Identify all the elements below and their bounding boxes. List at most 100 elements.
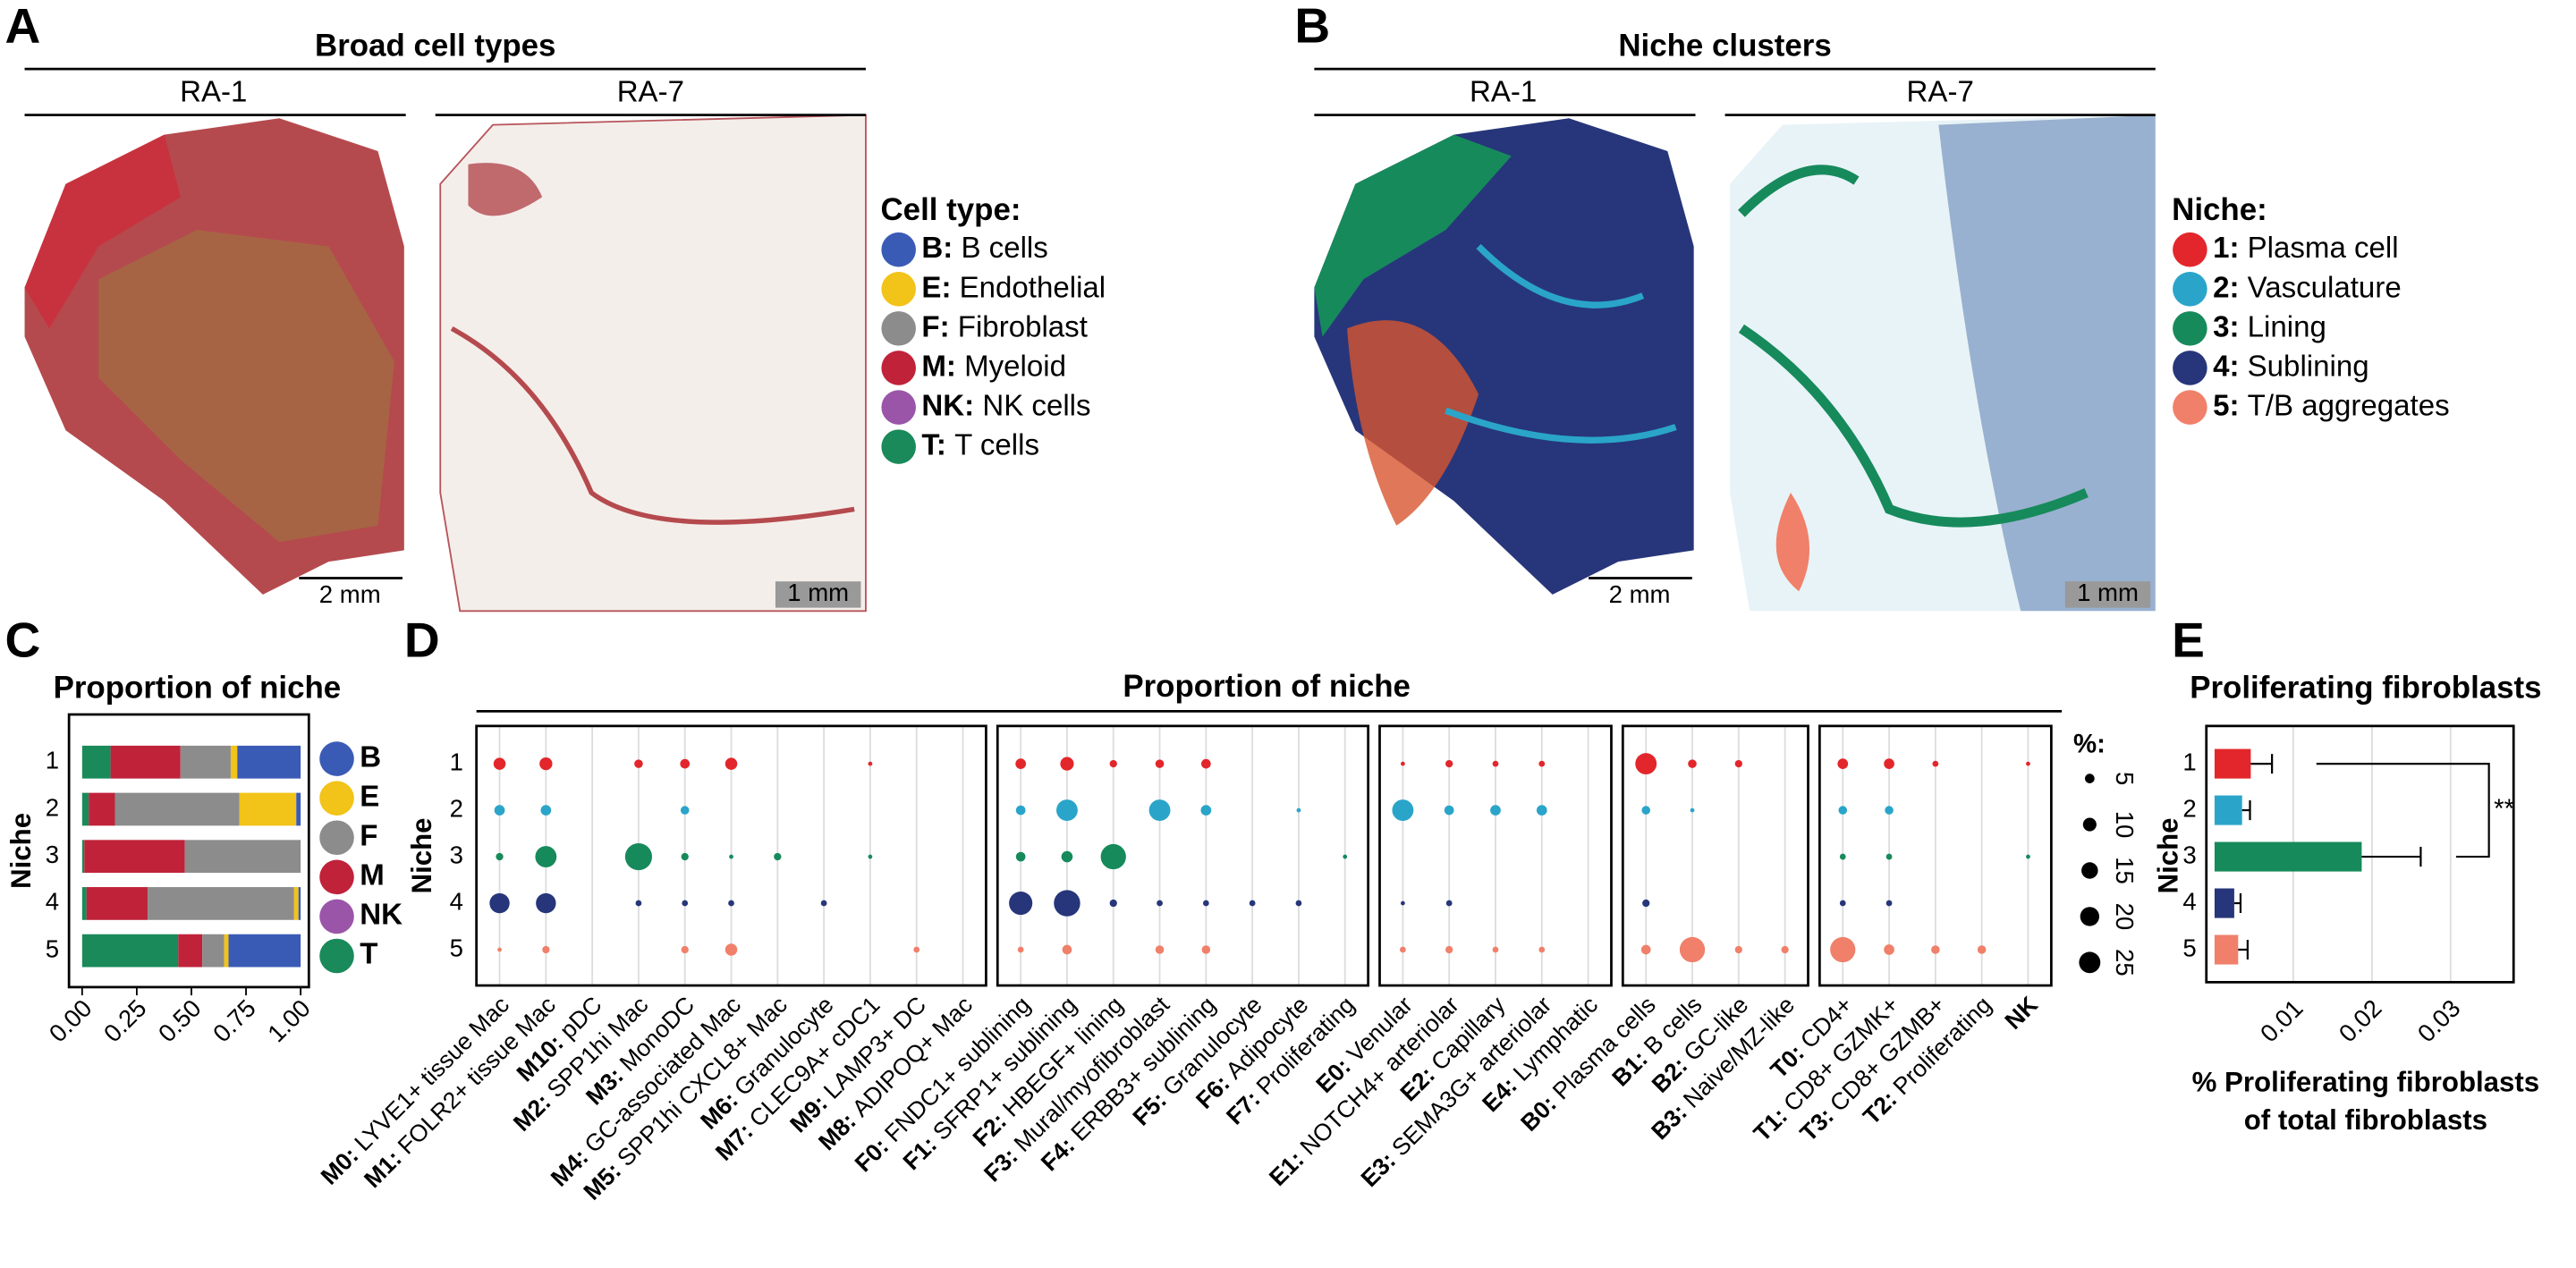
y-tick-label: 5 [450, 934, 463, 961]
dot [1201, 758, 1211, 769]
dot [1839, 853, 1846, 860]
dot [1492, 946, 1499, 953]
legend-key: 3: [2213, 310, 2239, 343]
legend-title: Cell type: [880, 192, 1021, 227]
tissue-a-ra7 [439, 114, 867, 613]
legend-item: M: Myeloid [921, 350, 1066, 383]
y-tick-label: 3 [450, 841, 463, 868]
dot [1201, 945, 1211, 954]
bar-segment [202, 934, 225, 968]
dot [1781, 945, 1789, 954]
size-legend-dot [2081, 862, 2098, 879]
legend-key: T: [921, 428, 946, 461]
legend-label: E [360, 780, 379, 813]
panel-letter: D [404, 613, 440, 668]
dot [624, 842, 653, 871]
y-tick-label: 5 [46, 934, 59, 962]
size-legend-dot [2082, 817, 2097, 832]
dot [1445, 900, 1453, 907]
dot [494, 805, 505, 816]
dot [1885, 900, 1893, 907]
dot [1838, 806, 1848, 815]
legend-swatch [319, 741, 354, 776]
dot [1157, 900, 1163, 907]
dot [729, 854, 733, 859]
bar-segment [230, 745, 238, 779]
category-id: M2: [508, 1088, 556, 1137]
x-axis-label: of total fibroblasts [2244, 1104, 2487, 1136]
dot [635, 900, 642, 907]
bar [2214, 748, 2251, 779]
dot [540, 805, 552, 816]
dot [1977, 945, 1987, 954]
sample-label: RA-7 [1907, 75, 1974, 108]
chart-title: Proportion of niche [54, 671, 342, 706]
legend-item: 2: Vasculature [2213, 271, 2402, 304]
dot [680, 806, 690, 815]
size-legend-label: 15 [2111, 857, 2139, 884]
category-id: B0: [1515, 1090, 1562, 1137]
legend-swatch [319, 938, 354, 974]
group-frame [996, 724, 1370, 987]
bar-segment [81, 934, 179, 968]
dot [536, 892, 556, 914]
legend-item: NK: NK cells [921, 389, 1090, 422]
panel-letter: E [2172, 613, 2205, 668]
panel-letter: A [5, 0, 41, 54]
bar-segment [228, 934, 301, 968]
legend-label: Sublining [2248, 350, 2369, 383]
legend-key: NK: [921, 389, 974, 422]
legend-key: 5: [2213, 389, 2239, 422]
legend-label: Vasculature [2248, 271, 2402, 304]
tissue-b-ra7 [1730, 114, 2156, 612]
legend-label: T [360, 938, 377, 971]
dot [1343, 854, 1348, 859]
legend-item: T: T cells [921, 428, 1039, 461]
chart-title: Proliferating fibroblasts [2190, 671, 2541, 706]
scale-bar-label: 2 mm [1609, 580, 1671, 608]
y-tick-label: 3 [2182, 841, 2196, 868]
dot [724, 943, 738, 956]
bar-segment [86, 887, 148, 920]
legend-item: F: Fibroblast [921, 310, 1087, 343]
dot [1679, 936, 1706, 963]
legend-swatch [319, 859, 354, 895]
dot [1202, 900, 1209, 907]
bar-segment [84, 840, 185, 874]
legend-label: NK cells [982, 389, 1090, 422]
dot [1148, 799, 1171, 822]
dot [681, 852, 689, 861]
legend-swatch [881, 311, 916, 346]
dot [1884, 944, 1894, 955]
dot [1009, 891, 1033, 916]
dot [724, 757, 738, 770]
dot [497, 947, 502, 952]
y-tick-label: 4 [450, 887, 463, 915]
bar-segment [296, 792, 301, 826]
x-tick-label: 0.00 [44, 994, 97, 1048]
dot [2026, 854, 2030, 859]
dot [1015, 851, 1026, 862]
dot [1109, 759, 1117, 768]
legend-label: F [360, 819, 377, 852]
legend-key: F: [921, 310, 949, 343]
bar-segment [298, 887, 301, 920]
y-tick-label: 3 [46, 841, 59, 868]
legend-swatch [881, 351, 916, 385]
dot [493, 757, 506, 770]
dot [868, 761, 873, 766]
category-id: E3: [1356, 1147, 1402, 1193]
scale-bar-label: 2 mm [319, 580, 381, 608]
legend-swatch [2173, 311, 2207, 346]
dot [1885, 853, 1893, 860]
dot [1062, 944, 1072, 955]
y-tick-label: 5 [2182, 934, 2196, 961]
legend-swatch [319, 899, 354, 934]
legend-swatch [2173, 351, 2207, 385]
dot [1015, 805, 1026, 816]
legend-label: NK [360, 899, 402, 932]
dot [774, 852, 782, 861]
dot [1538, 760, 1546, 767]
size-legend-label: 25 [2111, 949, 2139, 976]
